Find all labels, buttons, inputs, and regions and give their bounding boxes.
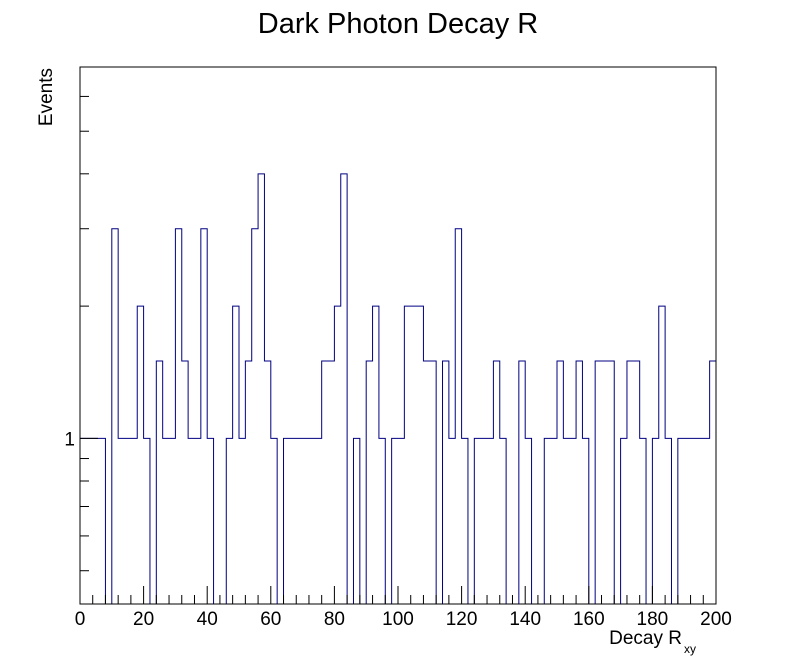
x-tick-label: 80 — [324, 609, 345, 630]
x-tick-label: 140 — [509, 609, 541, 630]
x-tick-label: 200 — [700, 609, 732, 630]
x-tick-label: 0 — [75, 609, 86, 630]
x-axis-label-main: Decay R — [609, 628, 682, 649]
x-tick-label: 160 — [573, 609, 605, 630]
x-tick-label: 60 — [260, 609, 281, 630]
x-tick-label: 180 — [637, 609, 669, 630]
x-tick-label: 100 — [382, 609, 414, 630]
x-tick-label: 20 — [133, 609, 154, 630]
x-axis: 0 20 40 60 80 100 120 140 160 180 200 — [75, 586, 732, 630]
x-tick-label: 120 — [446, 609, 478, 630]
x-tick-label: 40 — [197, 609, 218, 630]
y-tick-label: 1 — [64, 429, 75, 450]
y-axis-label: Events — [36, 68, 57, 126]
x-axis-label-subscript: xy — [684, 642, 696, 656]
y-axis: 1 — [64, 66, 98, 572]
chart-title: Dark Photon Decay R — [258, 8, 538, 40]
